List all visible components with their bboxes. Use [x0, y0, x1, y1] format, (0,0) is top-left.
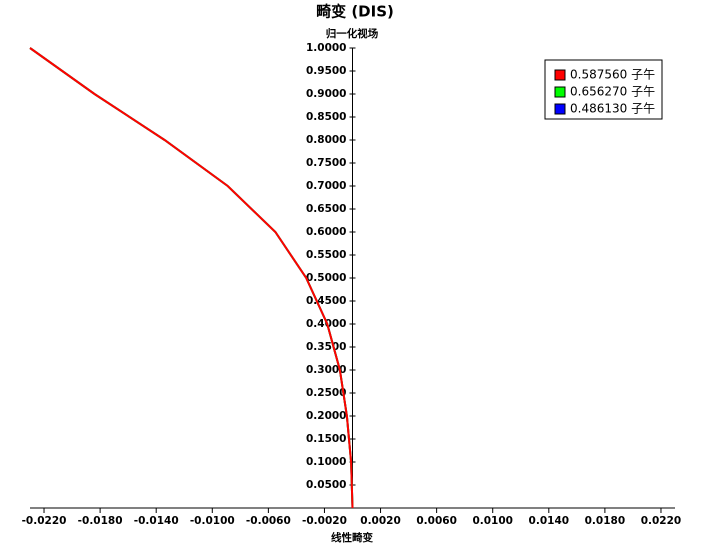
- x-tick-label: 0.0220: [641, 515, 682, 527]
- x-tick-label: -0.0180: [78, 515, 123, 527]
- chart-title: 畸变 (DIS): [316, 3, 394, 21]
- series-line: [29, 47, 354, 509]
- y-tick-label: 0.3000: [306, 364, 347, 376]
- y-tick-label: 0.7000: [306, 180, 347, 192]
- y-tick-label: 0.2000: [306, 410, 347, 422]
- y-tick-label: 0.9500: [306, 65, 347, 77]
- x-tick-label: 0.0180: [585, 515, 626, 527]
- x-tick-label: -0.0220: [22, 515, 67, 527]
- y-tick-label: 0.4500: [306, 295, 347, 307]
- legend-label: 0.587560 子午: [570, 68, 655, 82]
- y-tick-label: 0.9000: [306, 88, 347, 100]
- y-axis-label: 归一化视场: [326, 27, 379, 40]
- y-tick-label: 0.1000: [306, 456, 347, 468]
- x-tick-label: 0.0100: [472, 515, 513, 527]
- x-tick-label: 0.0020: [360, 515, 401, 527]
- legend-label: 0.486130 子午: [570, 102, 655, 116]
- y-tick-label: 0.0500: [306, 479, 347, 491]
- x-tick-label: -0.0020: [302, 515, 347, 527]
- x-tick-label: 0.0060: [416, 515, 457, 527]
- y-tick-label: 0.6500: [306, 203, 347, 215]
- y-tick-label: 0.8500: [306, 111, 347, 123]
- y-tick-label: 0.2500: [306, 387, 347, 399]
- y-tick-label: 0.1500: [306, 433, 347, 445]
- series-line: [29, 47, 354, 509]
- legend-swatch: [554, 69, 566, 81]
- y-tick-label: 0.8000: [306, 134, 347, 146]
- y-tick-label: 1.0000: [306, 42, 347, 54]
- x-tick-label: -0.0100: [190, 515, 235, 527]
- legend-label: 0.656270 子午: [570, 85, 655, 99]
- y-tick-label: 0.6000: [306, 226, 347, 238]
- y-tick-label: 0.5000: [306, 272, 347, 284]
- x-tick-label: -0.0060: [246, 515, 291, 527]
- legend-swatch: [554, 103, 566, 115]
- y-tick-label: 0.3500: [306, 341, 347, 353]
- x-tick-label: 0.0140: [529, 515, 570, 527]
- x-tick-label: -0.0140: [134, 515, 179, 527]
- x-axis-label: 线性畸变: [331, 531, 373, 544]
- y-tick-label: 0.5500: [306, 249, 347, 261]
- series-line: [29, 47, 354, 509]
- y-tick-label: 0.7500: [306, 157, 347, 169]
- legend-swatch: [554, 86, 566, 98]
